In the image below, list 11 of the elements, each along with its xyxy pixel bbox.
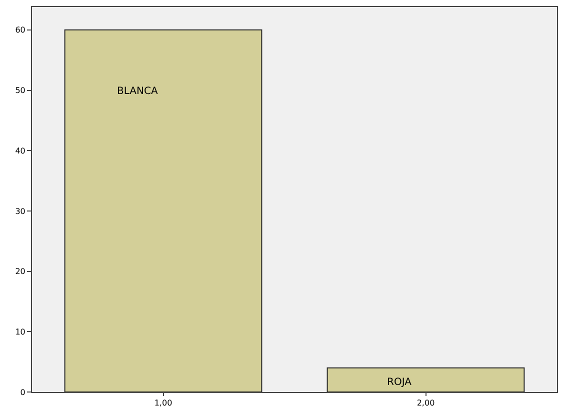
- y-tick-label: 0: [20, 388, 26, 397]
- y-tick-label: 30: [15, 206, 26, 216]
- y-tick-label: 50: [15, 86, 26, 96]
- annotation: BLANCA: [117, 86, 158, 97]
- x-tick-label: 1,00: [154, 398, 172, 408]
- x-tick-label: 2,00: [416, 398, 435, 408]
- annotation: ROJA: [387, 377, 412, 388]
- y-tick-label: 60: [15, 26, 26, 35]
- y-tick-label: 20: [15, 267, 26, 276]
- y-tick-label: 40: [15, 146, 26, 156]
- y-tick-label: 10: [15, 327, 26, 336]
